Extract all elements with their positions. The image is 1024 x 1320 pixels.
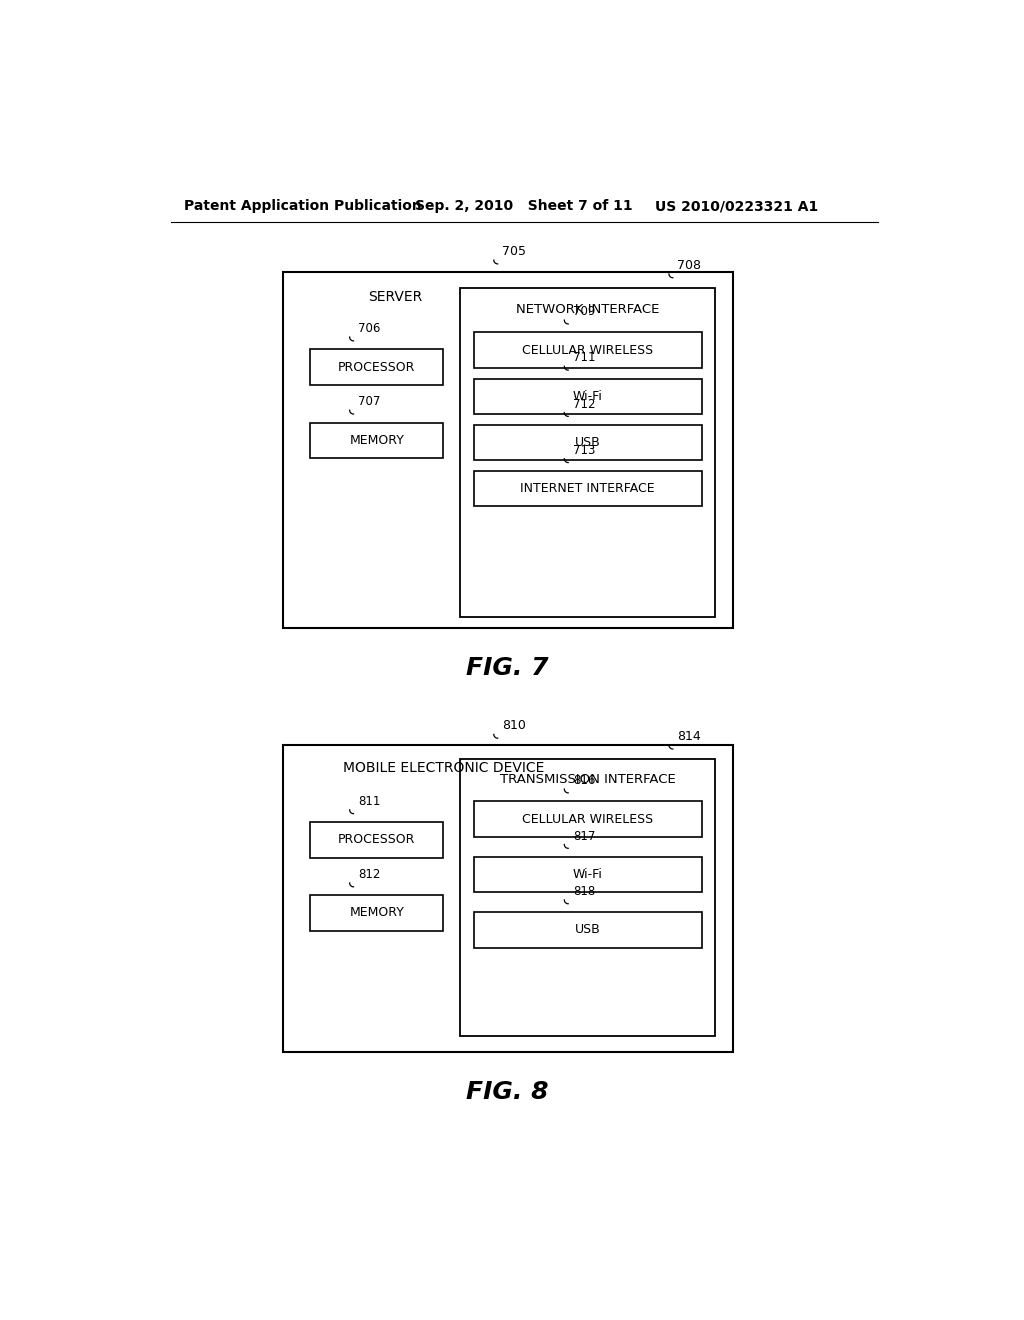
Text: 709: 709 bbox=[572, 305, 595, 318]
Text: 712: 712 bbox=[572, 397, 595, 411]
Text: USB: USB bbox=[574, 436, 600, 449]
Text: MOBILE ELECTRONIC DEVICE: MOBILE ELECTRONIC DEVICE bbox=[343, 762, 545, 775]
Text: MEMORY: MEMORY bbox=[349, 907, 404, 920]
Bar bbox=[460, 759, 716, 1036]
Bar bbox=[474, 801, 701, 837]
Text: USB: USB bbox=[574, 924, 600, 936]
Text: Patent Application Publication: Patent Application Publication bbox=[183, 199, 422, 213]
Bar bbox=[474, 379, 701, 414]
Bar bbox=[310, 350, 443, 385]
Bar bbox=[474, 425, 701, 461]
Bar bbox=[474, 912, 701, 948]
Text: Wi-Fi: Wi-Fi bbox=[572, 389, 602, 403]
Bar bbox=[283, 744, 732, 1052]
Text: FIG. 7: FIG. 7 bbox=[467, 656, 549, 680]
Text: Wi-Fi: Wi-Fi bbox=[572, 869, 602, 880]
Bar bbox=[283, 272, 732, 628]
Text: 711: 711 bbox=[572, 351, 595, 364]
Text: 713: 713 bbox=[572, 444, 595, 457]
Text: 706: 706 bbox=[358, 322, 381, 335]
Bar bbox=[474, 471, 701, 507]
Text: 810: 810 bbox=[503, 719, 526, 733]
Bar bbox=[474, 857, 701, 892]
Text: 811: 811 bbox=[358, 795, 381, 808]
Bar bbox=[310, 822, 443, 858]
Text: CELLULAR WIRELESS: CELLULAR WIRELESS bbox=[522, 813, 653, 825]
Bar bbox=[474, 333, 701, 368]
Text: 708: 708 bbox=[678, 259, 701, 272]
Bar bbox=[460, 288, 716, 618]
Text: PROCESSOR: PROCESSOR bbox=[338, 833, 416, 846]
Text: Sep. 2, 2010   Sheet 7 of 11: Sep. 2, 2010 Sheet 7 of 11 bbox=[415, 199, 633, 213]
Text: 814: 814 bbox=[678, 730, 701, 743]
Text: US 2010/0223321 A1: US 2010/0223321 A1 bbox=[655, 199, 818, 213]
Text: PROCESSOR: PROCESSOR bbox=[338, 360, 416, 374]
Text: MEMORY: MEMORY bbox=[349, 434, 404, 446]
Text: TRANSMISSION INTERFACE: TRANSMISSION INTERFACE bbox=[500, 772, 676, 785]
Text: 705: 705 bbox=[503, 246, 526, 259]
Text: FIG. 8: FIG. 8 bbox=[467, 1080, 549, 1104]
Bar bbox=[310, 422, 443, 458]
Text: NETWORK INTERFACE: NETWORK INTERFACE bbox=[516, 302, 659, 315]
Text: 707: 707 bbox=[358, 395, 381, 408]
Bar bbox=[310, 895, 443, 931]
Text: 818: 818 bbox=[572, 884, 595, 898]
Text: 812: 812 bbox=[358, 869, 381, 880]
Text: 817: 817 bbox=[572, 829, 595, 842]
Text: SERVER: SERVER bbox=[369, 290, 423, 304]
Text: INTERNET INTERFACE: INTERNET INTERFACE bbox=[520, 482, 655, 495]
Text: 816: 816 bbox=[572, 774, 595, 787]
Text: CELLULAR WIRELESS: CELLULAR WIRELESS bbox=[522, 343, 653, 356]
